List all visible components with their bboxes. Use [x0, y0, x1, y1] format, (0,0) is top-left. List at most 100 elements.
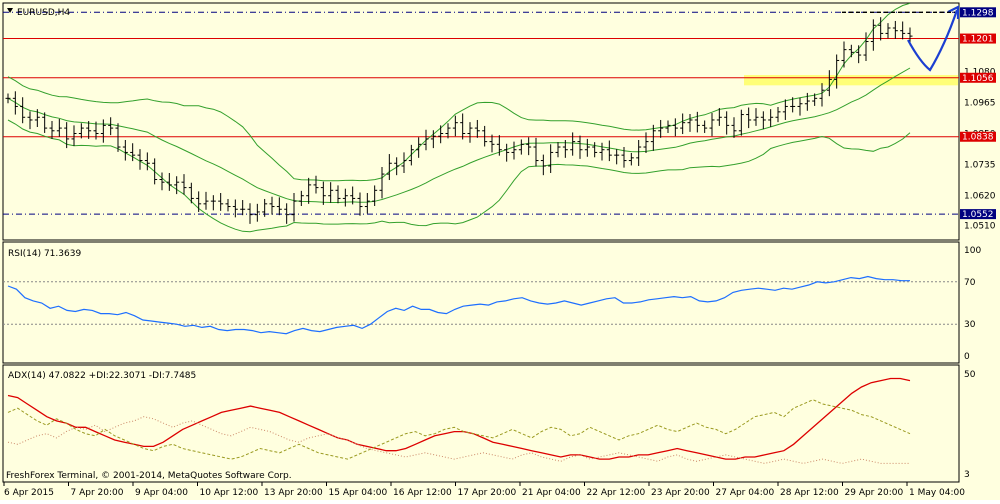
- price-bar: [364, 193, 370, 214]
- price-bar: [42, 112, 48, 133]
- price-bar: [445, 123, 451, 139]
- price-bar: [20, 97, 26, 124]
- price-bar: [86, 121, 92, 139]
- rsi-axis-tick: 100: [964, 246, 981, 256]
- price-bar: [152, 158, 158, 185]
- bollinger-upper: [7, 2, 911, 182]
- price-axis-tick: 1.1080: [964, 67, 996, 77]
- price-bar: [196, 191, 202, 212]
- adx-series-adx: [7, 377, 911, 460]
- price-bar: [496, 135, 502, 156]
- time-axis-label: 21 Apr 04:00: [522, 488, 581, 498]
- chevron-down-icon[interactable]: [7, 8, 13, 13]
- adx-axis-tick: 3: [964, 470, 970, 480]
- price-bar: [291, 193, 297, 222]
- price-bar: [328, 182, 334, 203]
- price-bar: [284, 203, 290, 224]
- forecast-arrowhead: [947, 5, 960, 19]
- price-bar: [262, 198, 268, 217]
- price-bar: [731, 117, 737, 138]
- price-bar: [210, 195, 216, 211]
- price-bar: [71, 125, 77, 146]
- forecast-arrow: [907, 9, 959, 72]
- price-bar: [298, 190, 304, 206]
- price-bar: [218, 193, 224, 211]
- price-bar: [408, 144, 414, 166]
- price-bar: [900, 21, 906, 40]
- price-bar: [247, 203, 253, 224]
- price-bar: [841, 41, 847, 68]
- adx-pane[interactable]: [7, 377, 911, 464]
- price-bar: [621, 147, 627, 168]
- price-bar: [320, 181, 326, 205]
- level-label-box: [960, 7, 996, 18]
- price-bar: [423, 129, 429, 151]
- price-bar: [49, 121, 55, 139]
- price-bar: [174, 176, 180, 195]
- price-bar: [130, 143, 136, 162]
- price-bar: [56, 118, 62, 137]
- rsi-axis-tick: 70: [964, 278, 976, 288]
- price-bar: [350, 186, 356, 205]
- time-axis-label: 29 Apr 20:00: [845, 488, 904, 498]
- price-bar: [753, 108, 759, 126]
- price-bar: [34, 109, 40, 128]
- level-label: 1.0838: [962, 133, 994, 143]
- rsi-pane[interactable]: [3, 275, 959, 335]
- price-bar: [144, 152, 150, 171]
- price-bar: [665, 120, 671, 133]
- adx-series-plusminus-di: [7, 399, 911, 460]
- level-label-box: [960, 33, 996, 44]
- price-bar: [782, 99, 788, 120]
- time-axis-label: 13 Apr 20:00: [264, 488, 323, 498]
- level-label: 1.1056: [962, 74, 994, 84]
- rsi-axis-tick: 30: [964, 320, 976, 330]
- price-bar: [606, 140, 612, 162]
- price-bar: [474, 119, 480, 138]
- price-axis-tick: 1.0510: [964, 221, 996, 231]
- price-bar: [738, 109, 744, 136]
- price-bar: [518, 139, 524, 155]
- price-bar: [716, 108, 722, 126]
- price-bar: [650, 124, 656, 151]
- price-bar: [122, 139, 128, 161]
- price-bar: [892, 20, 898, 39]
- price-bar: [702, 120, 708, 133]
- price-bar: [584, 138, 590, 157]
- price-bar: [78, 123, 84, 139]
- rsi-title: RSI(14) 71.3639: [8, 249, 81, 259]
- price-bar: [181, 174, 187, 195]
- price-bar: [276, 197, 282, 216]
- price-bar: [694, 111, 700, 133]
- price-bar: [166, 172, 172, 191]
- price-bar: [64, 122, 70, 149]
- price-bar: [489, 134, 495, 153]
- price-bar: [335, 185, 341, 204]
- price-bar: [108, 117, 114, 136]
- price-bar: [394, 157, 400, 176]
- price-bar: [643, 132, 649, 153]
- price-bar: [313, 175, 319, 194]
- symbol-title: EURUSD,H4: [17, 8, 70, 18]
- price-bar: [614, 149, 620, 165]
- price-bar: [115, 123, 121, 152]
- price-bar: [672, 118, 678, 137]
- time-axis-label: 27 Apr 04:00: [716, 488, 775, 498]
- level-label: 1.0552: [962, 210, 994, 220]
- price-bar: [540, 154, 546, 176]
- price-pane[interactable]: [3, 2, 960, 233]
- price-bar: [562, 139, 568, 158]
- price-bar: [379, 167, 385, 199]
- price-bar: [812, 93, 818, 106]
- price-bar: [760, 111, 766, 130]
- price-bar: [342, 188, 348, 207]
- price-bar: [599, 142, 605, 161]
- price-bar: [548, 144, 554, 173]
- price-bar: [570, 132, 576, 156]
- price-bar: [416, 137, 422, 158]
- level-label-box: [960, 209, 996, 220]
- price-bar: [269, 196, 275, 215]
- time-axis-label: 16 Apr 12:00: [393, 488, 452, 498]
- price-bar: [232, 199, 238, 218]
